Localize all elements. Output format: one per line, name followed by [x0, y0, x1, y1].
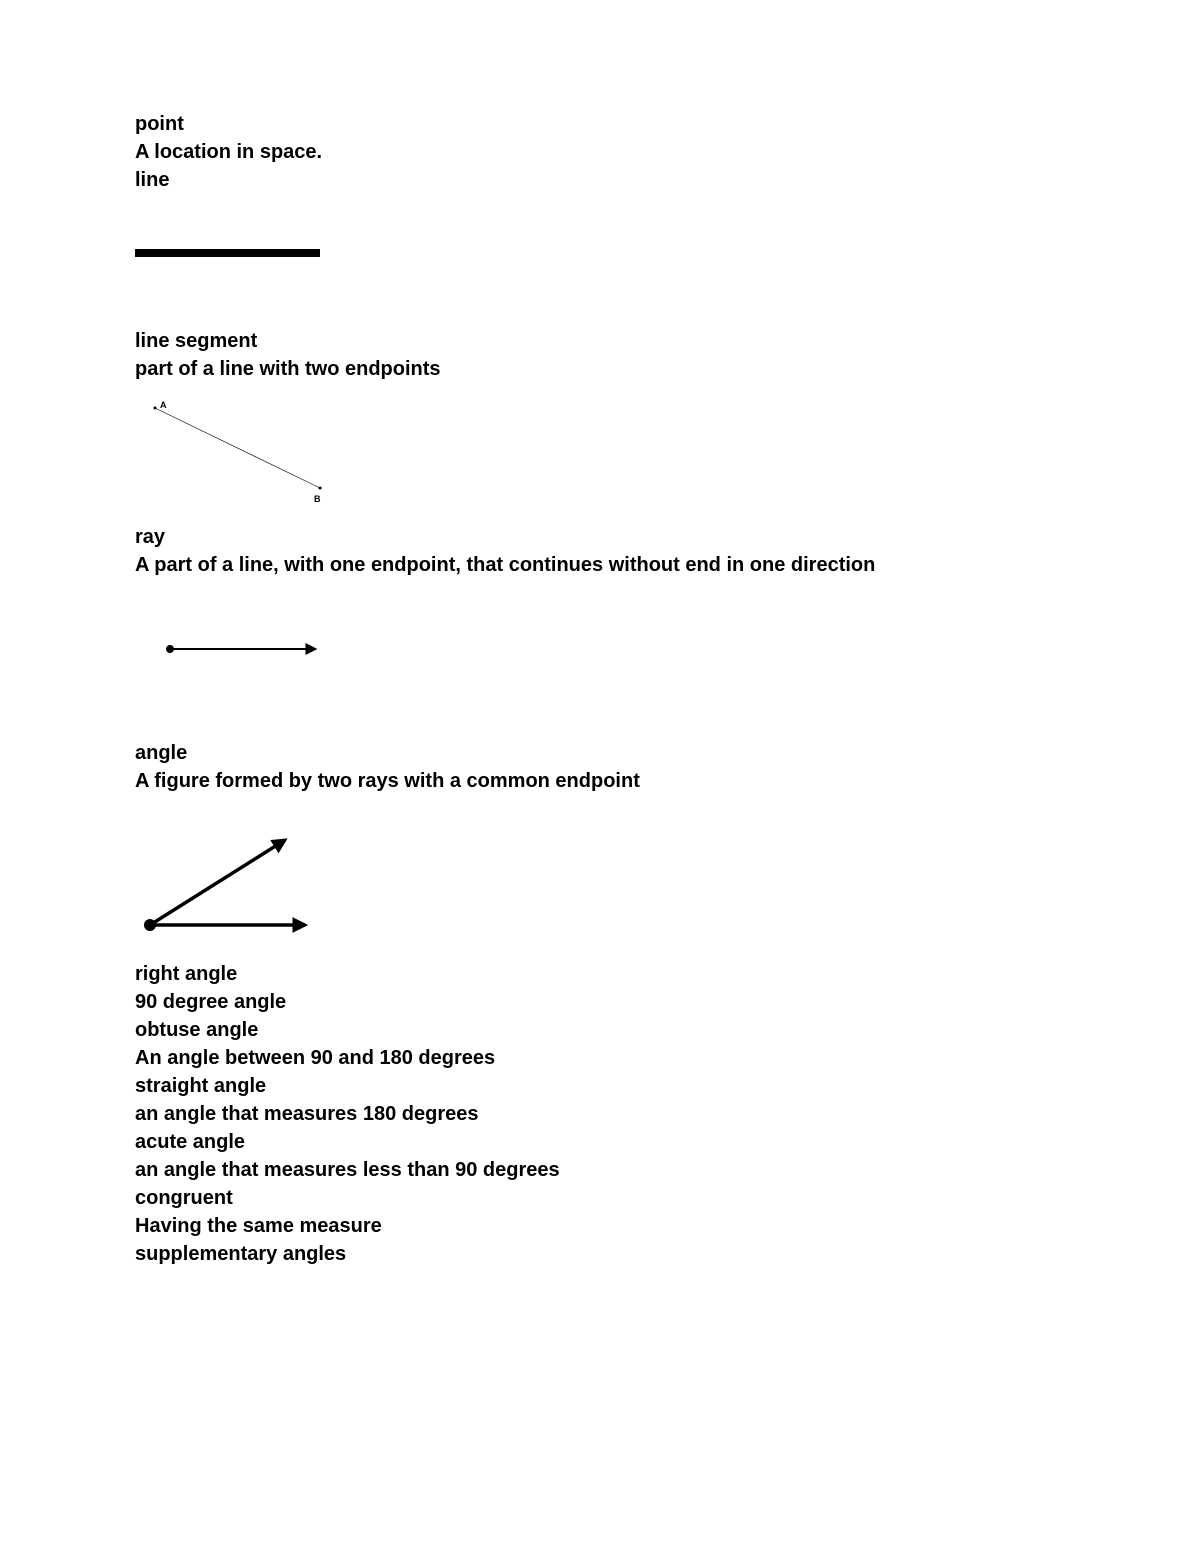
- angle-svg: [135, 825, 355, 940]
- def-line-segment: part of a line with two endpoints: [135, 355, 1065, 383]
- segment-label-a: A: [160, 400, 167, 410]
- diagram-line-segment: A B: [130, 388, 1065, 513]
- def-point: A location in space.: [135, 138, 1065, 166]
- diagram-ray: [155, 619, 1065, 684]
- def-right-angle: 90 degree angle: [135, 988, 1065, 1016]
- line-bar: [135, 249, 320, 257]
- def-straight-angle: an angle that measures 180 degrees: [135, 1100, 1065, 1128]
- term-acute-angle: acute angle: [135, 1128, 1065, 1156]
- def-acute-angle: an angle that measures less than 90 degr…: [135, 1156, 1065, 1184]
- term-right-angle: right angle: [135, 960, 1065, 988]
- ray-svg: [155, 619, 355, 679]
- term-line-segment: line segment: [135, 327, 1065, 355]
- line-segment-svg: A B: [130, 388, 360, 508]
- term-obtuse-angle: obtuse angle: [135, 1016, 1065, 1044]
- def-ray: A part of a line, with one endpoint, tha…: [135, 551, 1065, 579]
- diagram-line: [135, 249, 1065, 257]
- document-page: point A location in space. line line seg…: [0, 0, 1200, 1553]
- def-angle: A figure formed by two rays with a commo…: [135, 767, 1065, 795]
- term-point: point: [135, 110, 1065, 138]
- term-congruent: congruent: [135, 1184, 1065, 1212]
- segment-label-b: B: [314, 494, 321, 504]
- def-congruent: Having the same measure: [135, 1212, 1065, 1240]
- diagram-angle: [135, 825, 1065, 945]
- term-supplementary: supplementary angles: [135, 1240, 1065, 1268]
- def-obtuse-angle: An angle between 90 and 180 degrees: [135, 1044, 1065, 1072]
- term-ray: ray: [135, 523, 1065, 551]
- term-angle: angle: [135, 739, 1065, 767]
- term-straight-angle: straight angle: [135, 1072, 1065, 1100]
- term-line: line: [135, 166, 1065, 194]
